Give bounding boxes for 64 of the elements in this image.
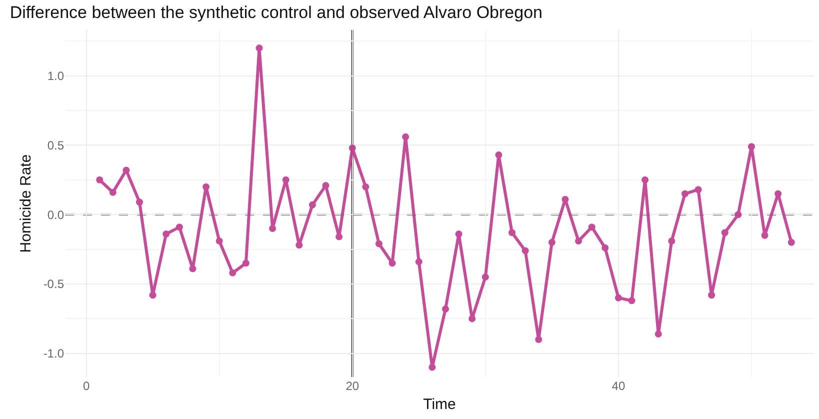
point <box>162 230 170 238</box>
point <box>322 182 330 189</box>
x-tick-label: 0 <box>82 379 90 393</box>
point <box>269 224 276 232</box>
point <box>642 176 649 184</box>
point <box>495 151 502 158</box>
point <box>668 237 676 244</box>
point <box>136 198 143 206</box>
point <box>442 305 449 312</box>
point <box>562 196 569 203</box>
point <box>415 258 422 266</box>
point <box>242 260 250 267</box>
point <box>708 292 716 299</box>
point <box>229 269 236 276</box>
point <box>721 229 728 236</box>
point <box>176 224 183 231</box>
point <box>455 230 462 238</box>
point <box>694 186 702 194</box>
point <box>508 229 516 236</box>
point <box>588 224 596 231</box>
point <box>189 265 196 272</box>
y-tick-label: 1.0 <box>47 69 64 83</box>
point <box>149 292 156 299</box>
x-axis-title: Time <box>423 396 456 413</box>
point <box>482 274 489 281</box>
point <box>282 176 290 184</box>
point <box>748 143 755 150</box>
point <box>109 188 116 196</box>
chart-title: Difference between the synthetic control and observed Alvaro Obregon <box>10 3 543 22</box>
point <box>402 133 410 140</box>
point <box>336 233 343 240</box>
point <box>375 240 382 248</box>
point <box>428 364 436 371</box>
point <box>681 190 688 198</box>
y-tick-label: -1.0 <box>43 346 64 361</box>
point <box>96 176 104 184</box>
point <box>522 247 529 254</box>
point <box>628 297 636 304</box>
point <box>761 232 768 239</box>
y-tick-label: 0.0 <box>47 208 64 222</box>
point <box>654 330 662 338</box>
point <box>296 242 303 249</box>
point <box>774 190 782 198</box>
point <box>388 260 396 267</box>
point <box>308 201 316 208</box>
y-axis-title: Homicide Rate <box>18 154 35 253</box>
point <box>788 238 795 246</box>
point <box>535 336 542 344</box>
x-tick-label: 20 <box>346 379 360 393</box>
x-tick-label: 40 <box>612 379 626 393</box>
point <box>614 294 622 302</box>
y-tick-label: -0.5 <box>43 277 64 292</box>
point <box>468 315 476 322</box>
point <box>216 237 223 244</box>
point <box>122 166 130 174</box>
point <box>575 237 582 244</box>
y-tick-label: 0.5 <box>47 138 64 152</box>
point <box>348 144 356 152</box>
point <box>734 211 742 218</box>
point <box>202 183 210 190</box>
point <box>548 238 556 246</box>
point <box>362 183 370 190</box>
point <box>602 244 609 252</box>
point <box>256 44 263 52</box>
